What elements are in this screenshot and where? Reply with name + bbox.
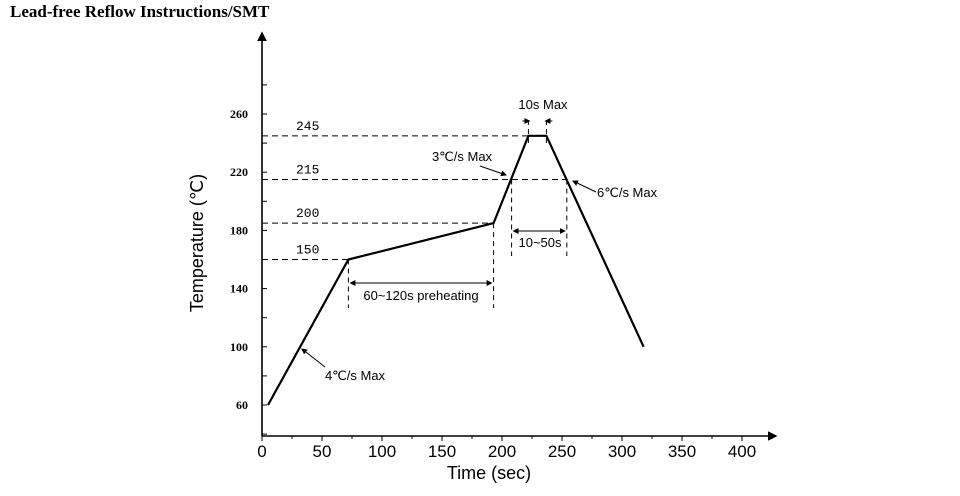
y-tick-label: 260: [230, 107, 248, 121]
annotation-ramp-peak: 3℃/s Max: [432, 149, 493, 164]
y-tick-label: 100: [230, 340, 248, 354]
series-line-0: [267, 134, 645, 406]
x-axis-label: Time (sec): [447, 463, 531, 483]
y-tick-label: 220: [230, 165, 248, 179]
x-tick-label: 350: [668, 442, 696, 461]
reference-label-245: 245: [296, 119, 319, 134]
y-axis-label: Temperature (℃): [187, 174, 207, 312]
x-tick-label: 50: [313, 442, 332, 461]
y-tick-label: 180: [230, 223, 248, 237]
page-title: Lead-free Reflow Instructions/SMT: [10, 2, 270, 21]
annotation-ramp-up: 4℃/s Max: [325, 368, 386, 383]
ramp-peak-arrow: [479, 165, 507, 177]
annotation-hold: 10s Max: [518, 97, 568, 112]
ramp-up-arrow: [301, 348, 326, 368]
x-tick-label: 300: [608, 442, 636, 461]
y-tick-label: 140: [230, 282, 248, 296]
x-tick-label: 400: [728, 442, 756, 461]
reference-label-215: 215: [296, 162, 319, 177]
reference-label-200: 200: [296, 206, 319, 221]
annotation-cool: 6℃/s Max: [597, 185, 658, 200]
x-tick-label: 150: [428, 442, 456, 461]
x-tick-label: 250: [548, 442, 576, 461]
y-tick-label: 60: [236, 398, 248, 412]
x-tick-label: 0: [257, 442, 266, 461]
annotation-preheat: 60~120s preheating: [363, 288, 478, 303]
x-tick-label: 100: [368, 442, 396, 461]
x-tick-label: 200: [488, 442, 516, 461]
reference-label-150: 150: [296, 243, 319, 258]
cool-arrow: [572, 180, 597, 193]
annotation-above-liquidus: 10~50s: [518, 235, 562, 250]
